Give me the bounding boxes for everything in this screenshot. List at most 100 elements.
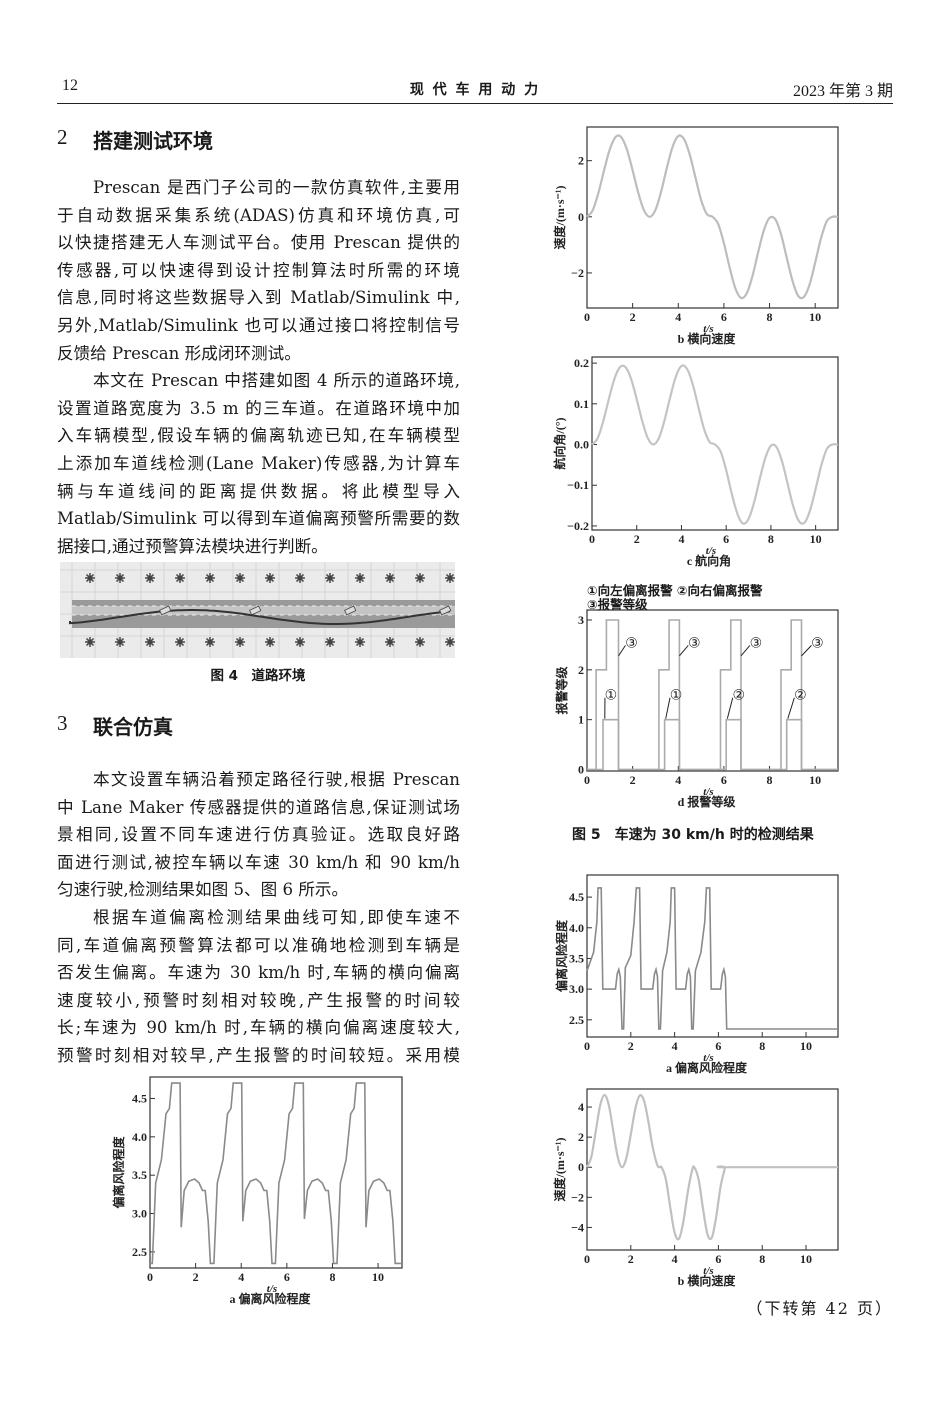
tree-crown xyxy=(177,575,183,581)
y-tick-label: 3.5 xyxy=(132,1168,147,1182)
text-line: 据接口,通过预警算法模块进行判断。 xyxy=(57,536,328,556)
x-tick-label: 10 xyxy=(800,1252,812,1266)
figure-4-caption: 图 4 道路环境 xyxy=(210,668,306,684)
data-series-line xyxy=(586,887,838,1030)
annotation-label: ③ xyxy=(625,636,638,651)
tree-icon xyxy=(325,637,335,647)
x-axis-label: t/s xyxy=(703,323,713,335)
text-line: 否发生偏离。车速为 30 km/h 时,车辆的横向偏离 xyxy=(57,963,460,983)
tree-crown xyxy=(267,575,273,581)
annotation-leader xyxy=(618,645,626,657)
figure-5-legend-line-2: ③报警等级 xyxy=(587,597,648,612)
y-tick-label: 0 xyxy=(578,763,584,777)
tree-icon xyxy=(235,573,245,583)
x-tick-label: 2 xyxy=(193,1270,199,1284)
x-tick-label: 8 xyxy=(767,773,773,787)
x-tick-label: 6 xyxy=(715,1252,721,1266)
tree-crown xyxy=(447,639,453,645)
tree-icon xyxy=(265,637,275,647)
text-line: 上添加车道线检测(Lane Maker)传感器,为计算车 xyxy=(57,453,460,473)
x-axis-label: t/s xyxy=(703,1052,713,1064)
tree-crown xyxy=(327,575,333,581)
y-tick-label: −2 xyxy=(571,266,584,280)
x-tick-label: 0 xyxy=(584,1039,590,1053)
text-line: 信息,同时将这些数据导入到 Matlab/Simulink 中, xyxy=(57,288,460,308)
x-tick-label: 6 xyxy=(721,310,727,324)
plot-frame xyxy=(149,1076,403,1269)
tree-crown xyxy=(87,639,93,645)
tree-crown xyxy=(387,639,393,645)
x-tick-label: 6 xyxy=(721,773,727,787)
tree-icon xyxy=(385,637,395,647)
tree-icon xyxy=(355,573,365,583)
tree-crown xyxy=(237,575,243,581)
y-tick-label: 3.0 xyxy=(132,1207,147,1221)
tree-crown xyxy=(357,639,363,645)
x-tick-label: 2 xyxy=(630,773,636,787)
tree-crown xyxy=(327,639,333,645)
tree-icon xyxy=(85,637,95,647)
x-tick-label: 0 xyxy=(584,1252,590,1266)
paragraph: 本文设置车辆沿着预定路径行驶,根据 Prescan 中 Lane Maker 传… xyxy=(57,766,460,904)
y-axis-label: 速度/(m·s⁻¹) xyxy=(552,1138,567,1202)
tree-crown xyxy=(237,639,243,645)
y-axis-label: 报警等级 xyxy=(554,666,569,714)
header-rule xyxy=(57,103,893,104)
tree-icon xyxy=(145,637,155,647)
section-2-body: Prescan 是西门子公司的一款仿真软件,主要用 于自动数据采集系统(ADAS… xyxy=(57,174,460,560)
y-tick-label: 0 xyxy=(578,1160,584,1174)
page-number: 12 xyxy=(62,77,78,94)
tree-crown xyxy=(207,575,213,581)
x-tick-label: 6 xyxy=(284,1270,290,1284)
tree-icon xyxy=(445,637,455,647)
data-series-line xyxy=(150,1082,401,1265)
tree-icon xyxy=(175,637,185,647)
x-tick-label: 4 xyxy=(672,1252,678,1266)
annotation-leader xyxy=(726,697,734,719)
chart-fig5d: 0 2 4 6 8 10 0 1 2 3 t/sd 报警等级 报警等级 ③ ① ③ ① ③ ② ③ ② xyxy=(554,609,839,809)
chart-subtitle: d 报警等级 xyxy=(678,794,736,809)
vehicle-icon xyxy=(439,605,452,616)
text-line: 传感器,可以快速得到设计控制算法时所需的环境 xyxy=(57,260,460,280)
road-environment-image xyxy=(60,562,455,658)
y-tick-label: 0.0 xyxy=(574,438,589,452)
tree-crown xyxy=(117,575,123,581)
text-line: Matlab/Simulink 可以得到车道偏离预警所需要的数 xyxy=(57,509,460,529)
annotation-label: ② xyxy=(732,689,745,704)
vehicle-icon xyxy=(159,605,172,616)
tree-crown xyxy=(87,575,93,581)
text-line: 面进行测试,被控车辆以车速 30 km/h 和 90 km/h xyxy=(57,852,460,872)
tree-crown xyxy=(267,639,273,645)
x-tick-label: 8 xyxy=(759,1039,765,1053)
x-tick-label: 0 xyxy=(147,1270,153,1284)
text-line: 设置道路宽度为 3.5 m 的三车道。在道路环境中加 xyxy=(57,398,460,418)
x-tick-label: 8 xyxy=(759,1252,765,1266)
tree-icon xyxy=(205,573,215,583)
tree-crown xyxy=(207,639,213,645)
tree-icon xyxy=(175,573,185,583)
text-line: 以快捷搭建无人车测试平台。使用 Prescan 提供的 xyxy=(57,233,460,253)
x-tick-label: 6 xyxy=(723,532,729,546)
tree-icon xyxy=(205,637,215,647)
chart-subtitle: b 横向速度 xyxy=(678,331,737,346)
x-tick-label: 8 xyxy=(768,532,774,546)
tree-icon xyxy=(85,573,95,583)
continued-note: （下转第 42 页） xyxy=(746,1299,893,1318)
y-tick-label: 4.0 xyxy=(132,1130,147,1144)
x-tick-label: 6 xyxy=(715,1039,721,1053)
paragraph: 本文在 Prescan 中搭建如图 4 所示的道路环境, 设置道路宽度为 3.5… xyxy=(57,367,460,560)
tree-crown xyxy=(117,639,123,645)
issue-label: 2023 年第 3 期 xyxy=(792,83,893,100)
tree-crown xyxy=(387,575,393,581)
x-tick-label: 10 xyxy=(800,1039,812,1053)
x-tick-label: 4 xyxy=(675,773,681,787)
x-tick-label: 0 xyxy=(584,310,590,324)
y-tick-label: 2 xyxy=(578,1130,584,1144)
vehicle-icon xyxy=(249,605,262,616)
text-line: 另外,Matlab/Simulink 也可以通过接口将控制信号 xyxy=(57,315,460,335)
chart-fig6b: 0 2 4 6 8 10 −4 −2 0 2 4 t/sb 横向速度 速度/(m·s⁻¹) xyxy=(552,1088,839,1288)
data-series-line xyxy=(587,718,838,771)
y-axis-label: 航向角/(°) xyxy=(552,417,567,469)
tree-icon xyxy=(445,573,455,583)
